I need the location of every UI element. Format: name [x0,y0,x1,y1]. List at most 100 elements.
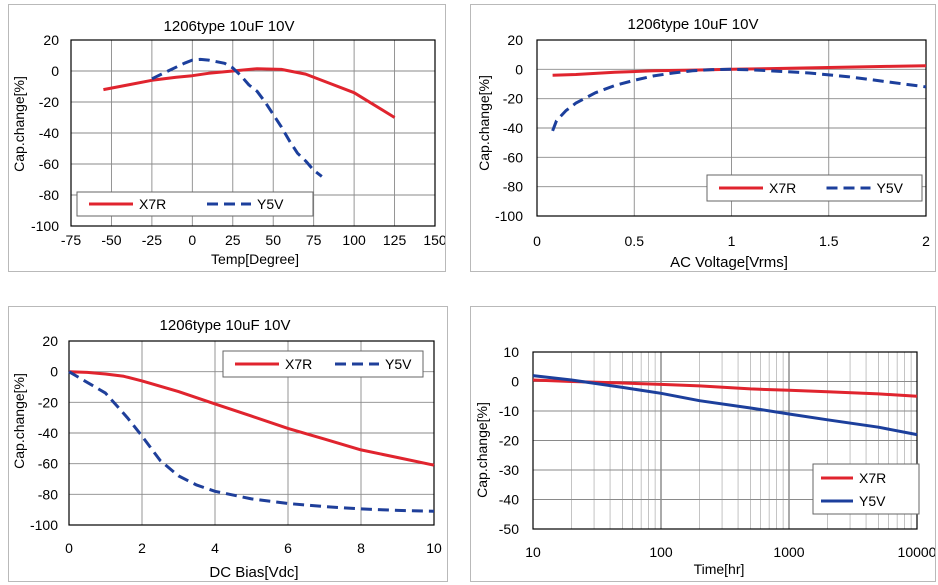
x-axis-label: AC Voltage[Vrms] [670,254,788,271]
chart-temp: 1206type 10uF 10V Temp[Degree] Cap.chang… [11,18,445,267]
chart-dc-bias: 1206type 10uF 10V DC Bias[Vdc] Cap.chang… [11,317,442,581]
chart-title: 1206type 10uF 10V [164,18,295,35]
y-axis-label: Cap.change[%] [476,75,492,171]
x-tick-label: 150 [423,232,445,248]
tick-labels: -75 -50 -25 0 25 50 75 100 125 150 20 0 -20 -40 -60 -80… [31,32,445,248]
series-line-y5v [532,374,918,437]
x-tick-label: 1 [728,233,736,249]
y-axis-label: Cap.change[%] [11,373,27,469]
y-tick-label: -100 [495,208,523,224]
x-tick-label: 2 [922,233,930,249]
y-tick-label: -30 [499,462,519,478]
x-tick-label: 100 [342,232,366,248]
x-tick-label: 0 [188,232,196,248]
y-axis-label: Cap.change[%] [474,402,490,498]
y-tick-label: 0 [511,374,519,390]
x-tick-label: 75 [306,232,322,248]
legend: X7R Y5V [76,191,314,217]
y-tick-label: -40 [39,125,59,141]
y-tick-label: -50 [499,521,519,537]
plot-frame [68,340,435,526]
y-tick-label: -80 [38,486,58,502]
chart-panel-temp: 1206type 10uF 10V Temp[Degree] Cap.chang… [8,4,446,272]
x-tick-label: 1.5 [819,233,839,249]
series-line-x7r [68,370,435,467]
chart-panel-time: Time[hr] Cap.change[%] 10 100 1000 10000 10 0… [470,306,936,582]
tick-labels: 0 2 4 6 8 10 20 0 -20 -40 -60 -80 -100 [30,333,442,556]
legend: X7R Y5V [222,350,424,378]
chart-title: 1206type 10uF 10V [160,317,291,334]
chart-panel-dc: 1206type 10uF 10V DC Bias[Vdc] Cap.chang… [8,306,448,582]
x-tick-label: 100 [649,544,673,560]
legend: X7R Y5V [706,174,923,202]
series-line-y5v [68,370,435,513]
y-tick-label: -20 [503,91,523,107]
chart-time: Time[hr] Cap.change[%] 10 100 1000 10000100… [474,344,935,577]
y-tick-label: 20 [43,32,59,48]
legend-label-x7r: X7R [859,470,886,486]
x-tick-label: 0 [65,540,73,556]
y-tick-label: -20 [38,394,58,410]
y-tick-label: -10 [499,403,519,419]
y-tick-label: -60 [38,456,58,472]
y-tick-label: -40 [38,425,58,441]
y-tick-label: -20 [39,94,59,110]
x-tick-label: -75 [61,232,81,248]
x-tick-label: 8 [357,540,365,556]
series-line-y5v [551,67,927,132]
x-tick-label: 10 [426,540,442,556]
x-tick-label: 0 [533,233,541,249]
y-tick-label: 20 [42,333,58,349]
x-tick-label: 125 [383,232,407,248]
x-tick-label: 25 [225,232,241,248]
y-tick-label: -80 [39,187,59,203]
y-tick-label: -80 [503,179,523,195]
y-tick-label: -100 [31,218,59,234]
chart-title: 1206type 10uF 10V [628,16,759,33]
series-line-x7r [552,64,927,77]
x-tick-label: 4 [211,540,219,556]
tick-labels: 0 0.5 1 1.5 2 20 0 -20 -40 -60 -80 -100 [495,32,930,249]
legend-label-y5v: Y5V [877,180,904,196]
y-tick-label: -40 [503,120,523,136]
y-tick-label: -60 [39,156,59,172]
x-tick-label: 10 [525,544,541,560]
y-axis-label: Cap.change[%] [11,76,27,172]
legend-label-x7r: X7R [285,356,312,372]
y-tick-label: 0 [515,61,523,77]
y-tick-label: 0 [51,63,59,79]
x-tick-label: -50 [101,232,121,248]
legend-label-x7r: X7R [139,196,166,212]
x-tick-label: 6 [284,540,292,556]
y-tick-label: 20 [507,32,523,48]
y-tick-label: -40 [499,492,519,508]
x-tick-label: 1000 [773,544,804,560]
series-line-y5v [151,57,323,178]
chart-panel-ac: 1206type 10uF 10V AC Voltage[Vrms] Cap.c… [470,4,936,272]
x-tick-label: 50 [265,232,281,248]
y-tick-label: 0 [50,364,58,380]
x-axis-label: DC Bias[Vdc] [209,564,298,581]
x-tick-label: 2 [138,540,146,556]
legend-label-y5v: Y5V [257,196,284,212]
legend-box [812,463,920,515]
legend-label-y5v: Y5V [385,356,412,372]
legend-label-x7r: X7R [769,180,796,196]
series-line-x7r [103,67,396,119]
x-axis-label: Temp[Degree] [211,251,299,267]
y-tick-label: -100 [30,517,58,533]
y-tick-label: -20 [499,433,519,449]
y-tick-label: -60 [503,149,523,165]
plot-frame [536,39,927,217]
plot-frame [532,351,918,530]
x-axis-label: Time[hr] [694,561,745,577]
legend-box [706,174,923,202]
y-tick-label: 10 [503,344,519,360]
plot-frame [70,39,436,227]
x-tick-label: 0.5 [625,233,645,249]
legend-label-y5v: Y5V [859,493,886,509]
x-tick-label: -25 [142,232,162,248]
x-tick-label: 10000 [898,544,935,560]
